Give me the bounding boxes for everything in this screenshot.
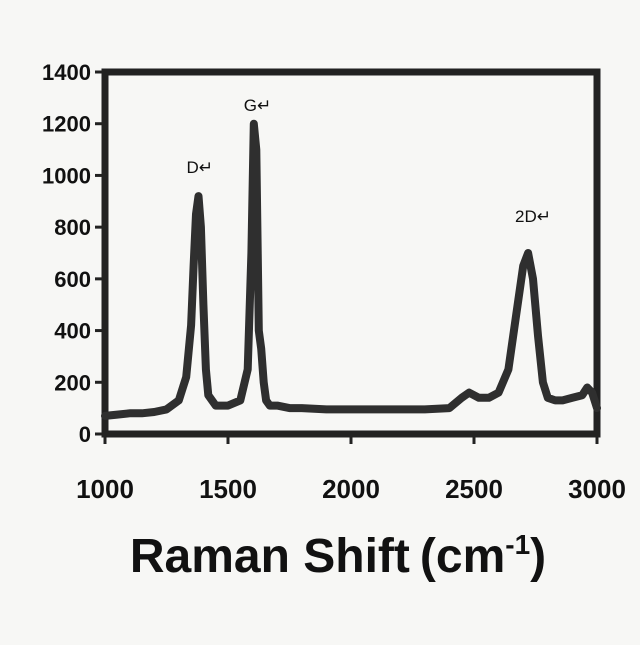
peak-annotations: D↵ G↵ 2D↵ (186, 96, 551, 226)
x-tick-label: 2000 (322, 474, 380, 504)
peak-label: D↵ (186, 158, 213, 177)
x-axis-title-unit-sup: -1 (505, 529, 530, 560)
spectrum-line (105, 124, 597, 416)
y-tick-label: 1200 (42, 112, 91, 137)
peak-label: G↵ (244, 96, 271, 115)
y-axis: 0 200 400 600 800 1000 1200 1400 (42, 60, 105, 447)
x-tick-label: 3000 (568, 474, 626, 504)
x-axis: 1000 1500 2000 2500 3000 (76, 434, 626, 504)
x-axis-title-main: Raman Shift (130, 530, 410, 583)
peak-label: 2D↵ (515, 207, 551, 226)
x-tick-label: 1000 (76, 474, 134, 504)
x-tick-label: 2500 (445, 474, 503, 504)
y-tick-label: 0 (79, 422, 91, 447)
x-tick-label: 1500 (199, 474, 257, 504)
y-tick-label: 600 (54, 267, 91, 292)
y-tick-label: 400 (54, 319, 91, 344)
x-axis-title-unit-close: ) (530, 530, 546, 583)
y-tick-label: 200 (54, 370, 91, 395)
y-tick-label: 1000 (42, 163, 91, 188)
plot-frame (105, 72, 597, 434)
y-tick-label: 1400 (42, 60, 91, 85)
x-axis-title-unit-open: (cm (420, 530, 505, 583)
y-tick-label: 800 (54, 215, 91, 240)
x-axis-title: Raman Shift(cm-1) (130, 529, 546, 583)
